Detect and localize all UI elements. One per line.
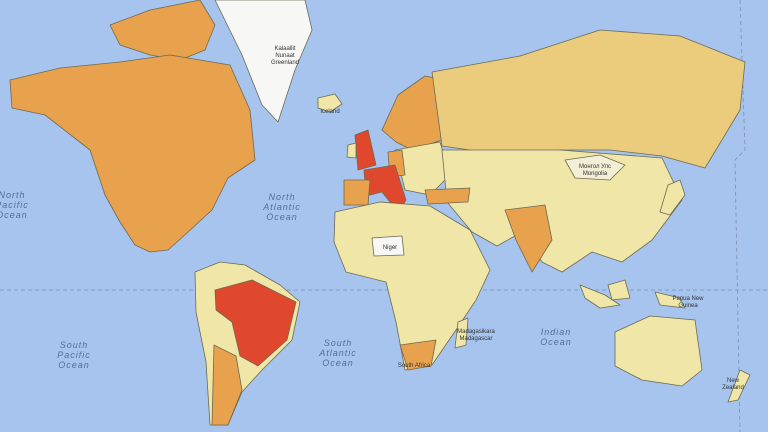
region-south-africa[interactable] (399, 339, 437, 371)
region-new-zealand[interactable] (727, 369, 751, 403)
label-indian-ocean: Indian Ocean (540, 327, 572, 347)
label-north-pacific: NorthPacificOcean (0, 190, 29, 220)
region-mongolia[interactable] (564, 154, 626, 181)
label-iceland: Iceland (320, 109, 339, 115)
date-line (734, 0, 746, 432)
label-south-pacific: South Pacific Ocean (57, 340, 91, 370)
region-uk[interactable] (354, 129, 377, 171)
region-australia[interactable] (614, 315, 703, 387)
region-turkey[interactable] (424, 187, 471, 205)
region-north-america[interactable] (9, 54, 256, 253)
region-central-europe[interactable] (394, 141, 451, 196)
region-greenland[interactable] (214, 0, 313, 123)
region-india[interactable] (504, 204, 553, 273)
region-asia[interactable] (441, 149, 683, 273)
region-ireland[interactable] (346, 142, 357, 159)
label-mongolia: Монгол Улс Mongolia (579, 164, 611, 177)
label-madagascar: Madagasikara Madagascar (457, 329, 495, 342)
region-madagascar[interactable] (454, 317, 469, 349)
region-canada-arctic-islands[interactable] (109, 0, 216, 61)
region-indonesia[interactable] (579, 284, 621, 309)
label-north-atlantic: North Atlantic Ocean (262, 192, 301, 222)
region-niger[interactable] (371, 235, 405, 257)
region-brazil[interactable] (214, 279, 297, 367)
label-south-atlantic: South Atlantic Ocean (318, 338, 357, 368)
region-japan[interactable] (659, 179, 686, 216)
region-borneo[interactable] (607, 279, 631, 301)
region-iceland[interactable] (317, 93, 343, 113)
label-niger: Niger (383, 245, 397, 251)
region-argentina[interactable] (211, 344, 243, 426)
label-new-zealand: New Zealand (722, 378, 744, 391)
label-papua-new-guinea: Papua New Guinea (672, 296, 704, 309)
region-spain[interactable] (343, 179, 371, 206)
region-papua-new-guinea[interactable] (654, 291, 686, 309)
label-south-africa: South Africa (398, 363, 431, 369)
label-greenland: Kalaallit Nunaat Greenland (271, 46, 299, 66)
